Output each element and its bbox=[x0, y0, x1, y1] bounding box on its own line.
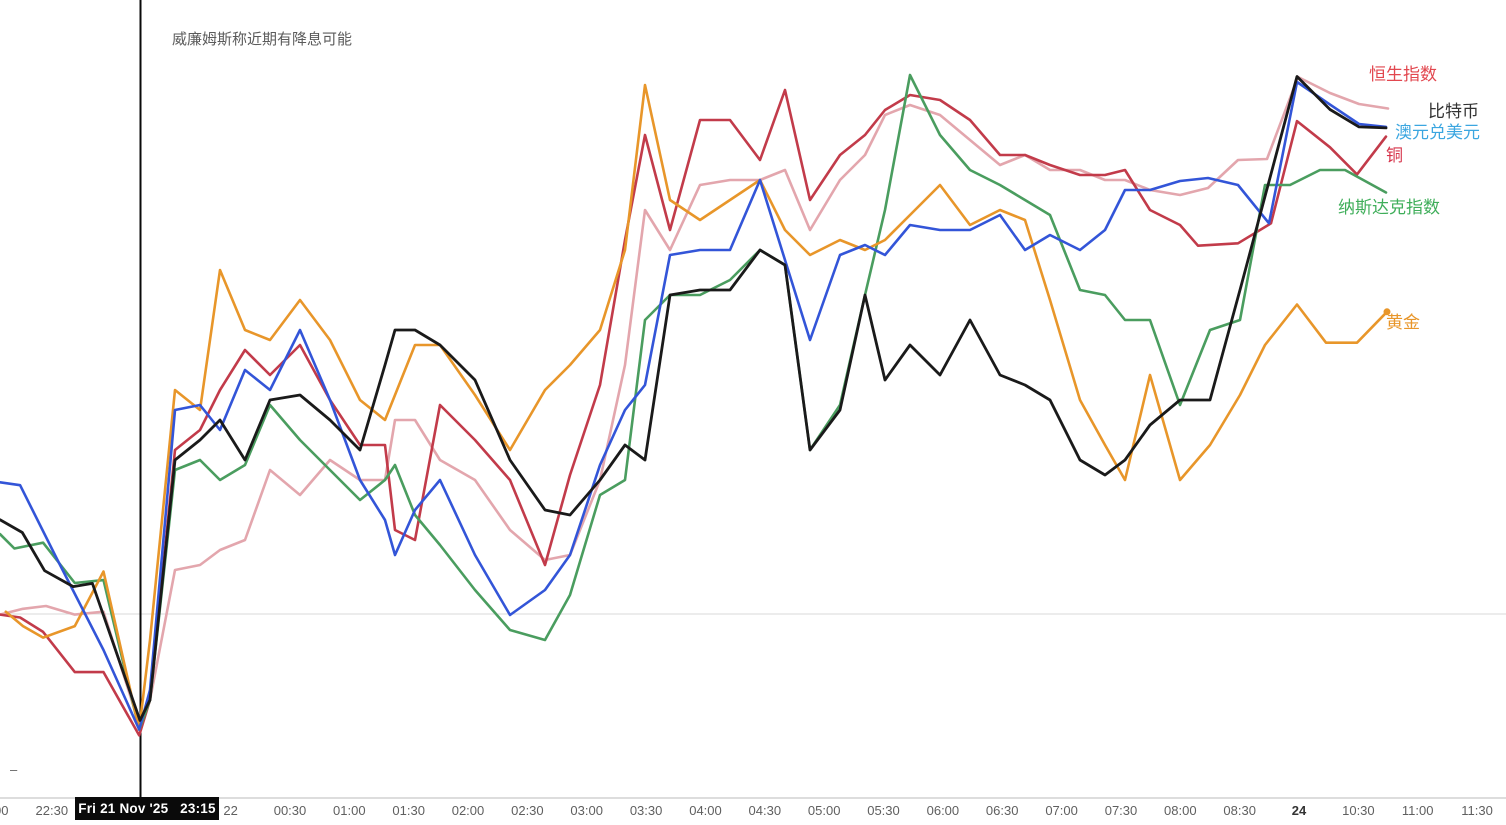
svg-text:–: – bbox=[10, 762, 18, 777]
